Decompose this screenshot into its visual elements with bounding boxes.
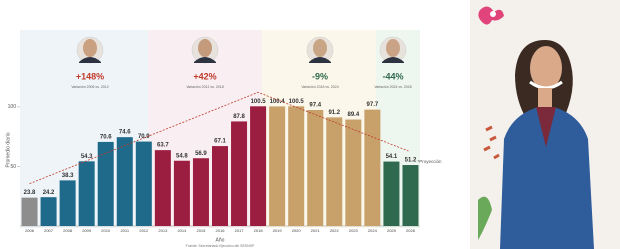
value-label: 67.1 <box>214 139 226 145</box>
x-tick-label: 2011 <box>120 228 129 233</box>
change-caption: Variación 2018 vs. 2024 <box>301 85 338 89</box>
change-label: -9% <box>312 71 328 81</box>
x-tick-label: 2018 <box>254 228 264 233</box>
bar <box>269 106 285 226</box>
bar <box>326 117 342 226</box>
bar <box>174 161 190 226</box>
x-tick-label: 2024 <box>368 228 378 233</box>
value-label: 87.8 <box>233 114 245 120</box>
portrait-face <box>313 39 327 57</box>
change-caption: Variación 2012 vs. 2018 <box>186 85 223 89</box>
bar <box>155 150 171 226</box>
value-label: 24.2 <box>43 190 55 196</box>
source-note: Fuente: Secretariado Ejecutivo del SESNS… <box>186 244 255 248</box>
bar <box>79 161 95 226</box>
x-tick-label: 2021 <box>311 228 321 233</box>
bar <box>193 158 209 226</box>
photo <box>470 0 620 249</box>
y-tick-label: 100 <box>8 104 17 110</box>
x-tick-label: 2015 <box>196 228 206 233</box>
value-label: 56.9 <box>195 151 207 157</box>
value-label: 100.5 <box>289 99 305 105</box>
value-label: 51.2 <box>405 158 417 164</box>
value-label: 23.8 <box>24 190 36 196</box>
x-tick-label: 2020 <box>292 228 302 233</box>
bar <box>383 162 399 226</box>
x-tick-label: 2009 <box>82 228 92 233</box>
value-label: 38.3 <box>62 173 74 179</box>
bar <box>364 110 380 226</box>
x-tick-label: 2013 <box>158 228 168 233</box>
change-label: +42% <box>193 71 216 81</box>
value-label: 70.9 <box>138 134 150 140</box>
slide: Promedio diario Año Fuente: Secretariado… <box>0 0 620 249</box>
x-tick-label: 2026 <box>406 228 416 233</box>
bar <box>212 146 228 226</box>
value-label: 91.2 <box>328 110 340 116</box>
bar <box>307 110 323 226</box>
value-label: 100.5 <box>251 99 267 105</box>
value-label: 54.1 <box>386 154 398 160</box>
bar <box>250 106 266 226</box>
bar <box>231 121 247 226</box>
change-label: +148% <box>76 71 104 81</box>
value-label: 70.6 <box>100 134 112 140</box>
x-tick-label: 2010 <box>101 228 111 233</box>
x-tick-label: 2016 <box>216 228 226 233</box>
x-tick-label: 2023 <box>349 228 359 233</box>
change-caption: Variación 2024 vs. 2026 <box>374 85 411 89</box>
x-tick-label: 2022 <box>330 228 340 233</box>
x-tick-label: 2008 <box>63 228 73 233</box>
x-tick-label: 2007 <box>44 228 54 233</box>
change-label: -44% <box>382 71 403 81</box>
bar <box>60 180 76 226</box>
portrait-face <box>83 39 97 57</box>
x-tick-label: 2006 <box>25 228 35 233</box>
bar <box>22 198 38 226</box>
projection-note: *Proyección <box>417 159 442 164</box>
bar <box>98 142 114 226</box>
portrait-face <box>198 39 212 57</box>
bar <box>117 137 133 226</box>
value-label: 74.6 <box>119 130 131 136</box>
bar <box>288 106 304 226</box>
change-caption: Variación 2006 vs. 2012 <box>71 85 108 89</box>
value-label: 97.4 <box>309 103 321 109</box>
x-tick-label: 2025 <box>387 228 397 233</box>
value-label: 63.7 <box>157 143 169 149</box>
value-label: 89.4 <box>347 112 359 118</box>
bar <box>136 142 152 226</box>
x-tick-label: 2017 <box>235 228 245 233</box>
x-axis-label: Año <box>216 237 225 243</box>
page: {"chart_data": {"type": "bar", "y_label"… <box>0 0 620 249</box>
x-tick-label: 2012 <box>139 228 149 233</box>
value-label: 54.8 <box>176 153 188 159</box>
y-axis-label: Promedio diario <box>5 132 11 167</box>
x-tick-label: 2019 <box>273 228 283 233</box>
bar <box>345 120 361 226</box>
bar <box>41 197 57 226</box>
bar <box>402 165 418 226</box>
value-label: 97.7 <box>367 102 379 108</box>
portrait-face <box>386 39 400 57</box>
y-tick-label: 50 <box>10 164 16 170</box>
x-tick-label: 2014 <box>177 228 187 233</box>
